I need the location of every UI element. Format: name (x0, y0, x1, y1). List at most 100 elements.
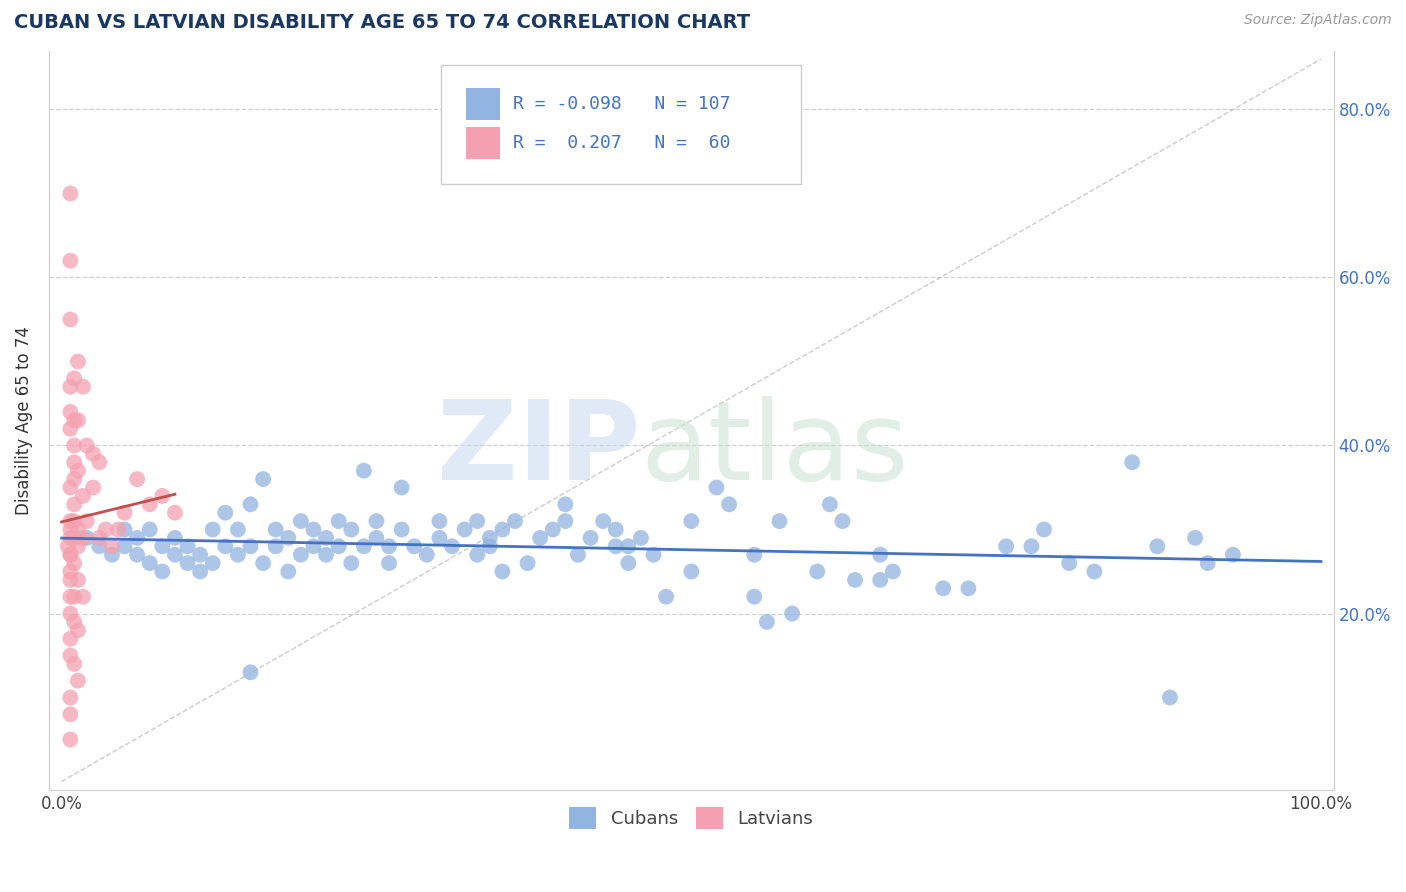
Point (290, 548, 312, 562)
Text: R =  0.207   N =  60: R = 0.207 N = 60 (513, 134, 730, 152)
Point (188, 565, 211, 579)
Point (89, 531, 111, 545)
Point (252, 556, 274, 570)
Point (416, 548, 439, 562)
Point (391, 523, 413, 537)
Point (138, 523, 160, 537)
Point (554, 514, 576, 528)
Point (681, 565, 703, 579)
Point (617, 556, 640, 570)
Point (1057, 556, 1080, 570)
Point (465, 548, 488, 562)
FancyBboxPatch shape (441, 65, 800, 184)
Point (114, 523, 136, 537)
Point (59, 405, 82, 419)
Point (63, 531, 86, 545)
Point (176, 556, 198, 570)
Point (706, 481, 728, 495)
Point (302, 539, 325, 553)
Point (818, 497, 841, 511)
Point (66, 673, 89, 688)
Point (315, 531, 337, 545)
Point (66, 539, 89, 553)
Point (328, 514, 350, 528)
Point (63, 413, 86, 427)
Point (605, 539, 627, 553)
Point (643, 548, 665, 562)
Point (76, 514, 98, 528)
Point (516, 556, 538, 570)
Point (366, 514, 388, 528)
Point (59, 732, 82, 747)
Point (226, 548, 249, 562)
Point (340, 523, 363, 537)
Point (201, 556, 224, 570)
Point (1021, 539, 1043, 553)
Point (150, 489, 173, 503)
Point (567, 548, 589, 562)
Point (72, 489, 94, 503)
Point (63, 455, 86, 469)
Point (742, 548, 765, 562)
Point (150, 565, 173, 579)
Point (201, 523, 224, 537)
Point (188, 548, 211, 562)
Point (1146, 539, 1168, 553)
Point (63, 497, 86, 511)
Point (742, 590, 765, 604)
Text: atlas: atlas (640, 396, 908, 503)
Point (59, 548, 82, 562)
Point (66, 464, 89, 478)
Point (101, 548, 124, 562)
Point (806, 565, 828, 579)
Point (478, 531, 501, 545)
Point (768, 514, 790, 528)
Point (630, 531, 652, 545)
Point (378, 556, 401, 570)
Point (63, 438, 86, 452)
Point (63, 472, 86, 486)
Point (66, 523, 89, 537)
Point (529, 531, 551, 545)
Point (138, 497, 160, 511)
Point (239, 665, 262, 680)
Point (72, 590, 94, 604)
Point (328, 539, 350, 553)
Point (59, 312, 82, 326)
Point (163, 506, 186, 520)
Point (465, 514, 488, 528)
Point (59, 523, 82, 537)
Point (353, 539, 375, 553)
Point (290, 514, 312, 528)
Point (59, 186, 82, 201)
Point (59, 690, 82, 705)
Point (378, 539, 401, 553)
Point (101, 539, 124, 553)
Point (176, 539, 198, 553)
Point (89, 455, 111, 469)
Point (429, 514, 451, 528)
Point (592, 514, 614, 528)
Point (59, 548, 82, 562)
FancyBboxPatch shape (467, 87, 501, 120)
Point (59, 590, 82, 604)
Text: CUBAN VS LATVIAN DISABILITY AGE 65 TO 74 CORRELATION CHART: CUBAN VS LATVIAN DISABILITY AGE 65 TO 74… (14, 13, 751, 32)
Point (76, 531, 98, 545)
Point (214, 539, 236, 553)
Point (957, 582, 980, 596)
Point (932, 582, 955, 596)
Point (72, 531, 94, 545)
Point (655, 590, 678, 604)
Point (478, 539, 501, 553)
Point (163, 548, 186, 562)
Y-axis label: Disability Age 65 to 74: Disability Age 65 to 74 (15, 326, 32, 515)
Point (404, 539, 426, 553)
Point (340, 556, 363, 570)
Point (226, 523, 249, 537)
Point (127, 548, 149, 562)
Point (114, 539, 136, 553)
Point (89, 539, 111, 553)
Point (844, 573, 866, 587)
Text: ZIP: ZIP (436, 396, 640, 503)
Point (264, 523, 287, 537)
